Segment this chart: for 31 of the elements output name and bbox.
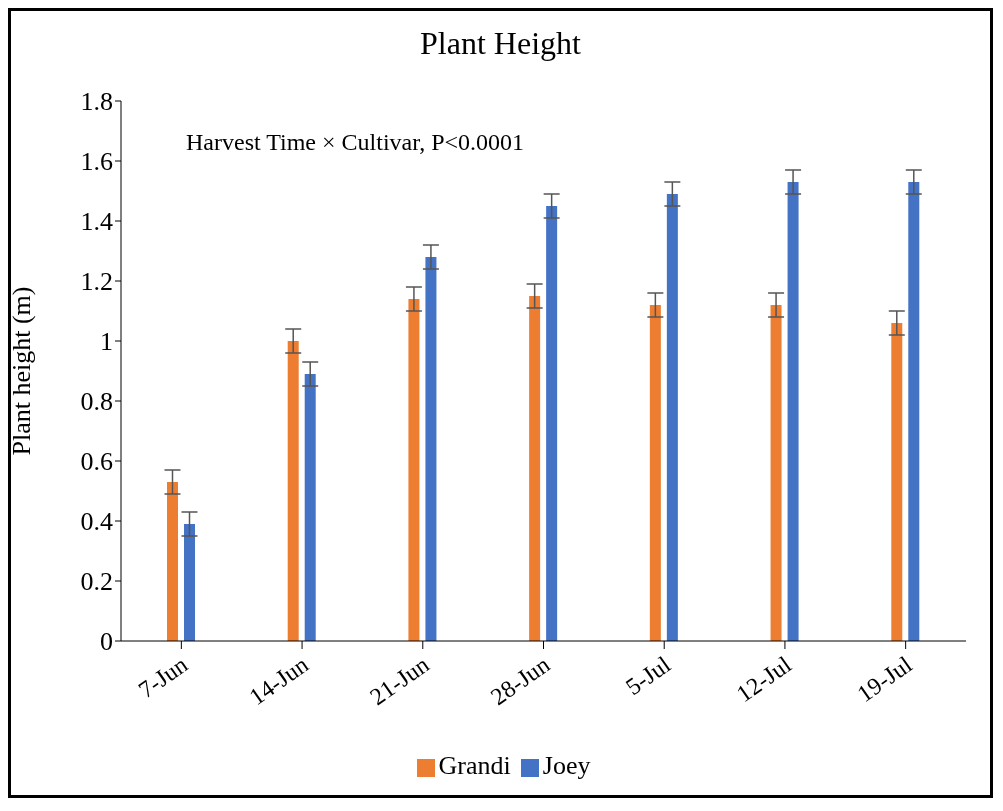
y-tick-label: 0.4 <box>80 507 113 537</box>
bar <box>666 194 678 641</box>
y-tick-label: 1.2 <box>80 267 113 297</box>
y-tick-label: 1.6 <box>80 147 113 177</box>
bar <box>408 299 420 641</box>
bar <box>546 206 558 641</box>
bar <box>649 305 661 641</box>
bar <box>287 341 299 641</box>
chart-title: Plant Height <box>419 25 582 62</box>
y-tick-label: 0.2 <box>80 567 113 597</box>
bar <box>770 305 782 641</box>
y-tick-label: 0.6 <box>80 447 113 477</box>
x-tick-label: 5-Jul <box>620 651 676 701</box>
y-axis-title: Plant height (m) <box>7 286 37 456</box>
y-tick-label: 0 <box>100 627 113 657</box>
annotation: Harvest Time × Cultivar, P<0.0001 <box>186 129 525 156</box>
bar <box>425 257 437 641</box>
legend-label: Joey <box>542 751 591 780</box>
y-tick-label: 1.8 <box>80 87 113 117</box>
y-tick-label: 1.4 <box>80 207 113 237</box>
bar <box>787 182 799 641</box>
legend-label: Grandi <box>438 751 511 780</box>
y-tick-label: 1 <box>100 327 113 357</box>
bar <box>891 323 903 641</box>
bar <box>184 524 195 641</box>
bar <box>908 182 920 641</box>
bar <box>304 374 316 641</box>
bar <box>167 482 178 641</box>
y-tick-label: 0.8 <box>80 387 113 417</box>
bar <box>529 296 541 641</box>
x-tick-label: 7-Jun <box>133 651 193 704</box>
